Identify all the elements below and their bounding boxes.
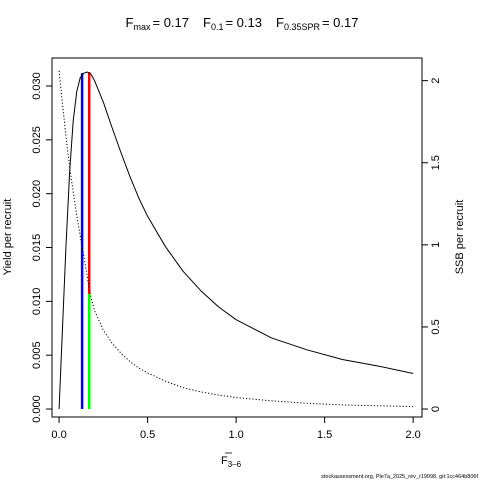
title-fspr-sub: 0.35SPR [284, 22, 321, 32]
y-left-tick-label: 0.030 [31, 72, 43, 100]
y-left-tick-label: 0.000 [31, 395, 43, 423]
y-left-tick-label: 0.025 [31, 126, 43, 154]
y-left-tick-label: 0.015 [31, 234, 43, 262]
x-tick-label: 1.5 [317, 429, 332, 441]
title-f01-label: F [203, 15, 211, 30]
reference-lines [80, 71, 91, 410]
y-left-tick-label: 0.020 [31, 180, 43, 208]
x-tick-label: 1.0 [228, 429, 243, 441]
y-left-tick-label: 0.005 [31, 341, 43, 369]
yield-per-recruit-curve [58, 71, 414, 410]
axis-ticks: 0.0 0.5 1.0 1.5 2.0 0.000 0.005 0.010 0.015 0.020… [31, 72, 442, 441]
plot-frame [51, 57, 423, 418]
svg-text:F3–6: F3–6 [221, 455, 242, 469]
y-right-tick-label: 0.5 [430, 319, 442, 334]
y-right-tick-label: 0 [430, 406, 442, 412]
x-tick-label: 2.0 [405, 429, 420, 441]
footer-text: stockassessment.org, Ple7a_2025_rev_r190… [321, 474, 478, 480]
title-fmax-label: F [126, 15, 134, 30]
title-fspr-value: = 0.17 [322, 15, 359, 30]
y-left-tick-label: 0.010 [31, 288, 43, 316]
x-axis-title: F3–6 [221, 452, 242, 469]
y-right-tick-label: 2 [430, 78, 442, 84]
title-f01-sub: 0.1 [211, 22, 224, 32]
x-tick-label: 0.0 [51, 429, 66, 441]
y-right-tick-label: 1.5 [430, 155, 442, 170]
series-lines [58, 70, 414, 410]
y-left-axis-title: Yield per recruit [2, 199, 14, 276]
x-axis-title-main: F [221, 455, 228, 467]
title-fspr-label: F [276, 15, 284, 30]
x-axis-title-sub: 3–6 [228, 460, 242, 469]
chart-title: Fmax = 0.17 F0.1 = 0.13 F0.35SPR = 0.17 [126, 15, 359, 32]
y-right-tick-label: 1 [430, 242, 442, 248]
title-f01-value: = 0.13 [225, 15, 262, 30]
ssb-per-recruit-curve [58, 70, 414, 408]
title-fmax-value: = 0.17 [152, 15, 189, 30]
title-fmax-sub: max [133, 22, 151, 32]
y-right-axis-title: SSB per recruit [454, 200, 466, 275]
x-tick-label: 0.5 [140, 429, 155, 441]
